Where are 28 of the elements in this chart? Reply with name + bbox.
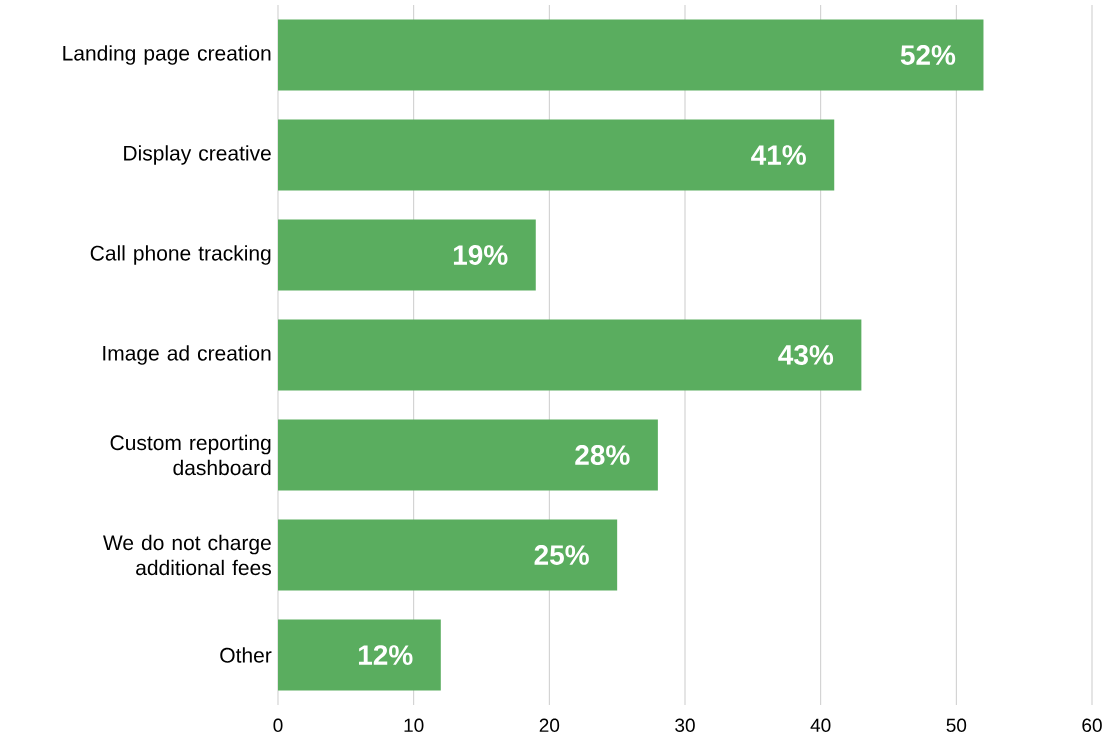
bar — [278, 519, 618, 591]
bar — [278, 219, 536, 291]
y-tick-label: We do not charge additional fees — [103, 534, 271, 576]
x-tick-label: 50 — [946, 718, 967, 732]
y-tick-label: Image ad creation — [103, 345, 271, 365]
data-label: 52% — [900, 45, 956, 65]
data-label: 25% — [534, 545, 589, 565]
x-tick-label: 10 — [404, 718, 424, 732]
y-tick-label: Display creative — [124, 145, 271, 165]
x-tick-label: 20 — [539, 718, 560, 732]
y-tick-label: Custom reporting dashboard — [110, 434, 271, 476]
data-label: 28% — [575, 445, 630, 465]
data-label: 41% — [751, 145, 806, 165]
bar — [278, 119, 835, 191]
bar — [278, 419, 658, 491]
bar — [278, 19, 984, 91]
bar — [278, 319, 862, 391]
bar — [278, 619, 441, 691]
x-tick-label: 40 — [810, 718, 831, 732]
data-label: 12% — [358, 645, 413, 665]
y-tick-label: Landing page creation — [63, 45, 271, 65]
x-tick-label: 60 — [1082, 718, 1102, 732]
data-label: 19% — [453, 245, 508, 265]
x-tick-label: 0 — [273, 718, 283, 732]
y-tick-label: Call phone tracking — [90, 245, 271, 265]
y-tick-label: Other — [220, 647, 272, 663]
data-label: 43% — [778, 345, 834, 365]
x-tick-label: 30 — [675, 718, 695, 732]
